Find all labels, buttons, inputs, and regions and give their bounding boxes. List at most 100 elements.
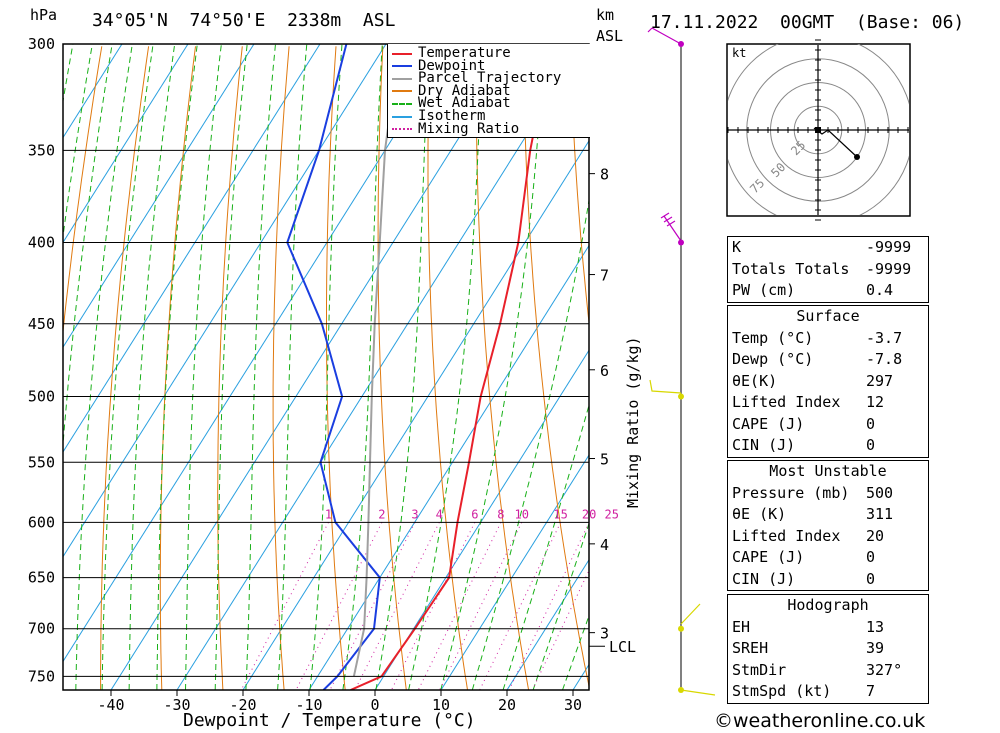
mu-row-cin: CIN (J) 0 <box>732 569 876 588</box>
isotherm-line <box>110 44 519 690</box>
mixing-ratio-label: 25 <box>605 507 619 521</box>
legend-item: Dewpoint <box>392 57 486 74</box>
surface-table: Surface Temp (°C) -3.7 Dewp (°C) -7.8 θE(K… <box>727 305 929 458</box>
x-tick-label: -20 <box>229 696 256 714</box>
pressure-tick-label: 500 <box>28 388 55 406</box>
pressure-tick-label: 700 <box>28 620 55 638</box>
legend-swatch <box>392 77 412 80</box>
hodo-row-eh: EH 13 <box>732 617 885 636</box>
most-unstable-table: Most Unstable Pressure (mb) 500 θE (K) 311… <box>727 460 929 591</box>
mixing-ratio-line <box>508 522 589 690</box>
wet-adiabat-line <box>75 44 133 690</box>
isotherm-line <box>63 44 255 349</box>
dry-adiabat-line <box>522 46 589 690</box>
mixing-ratio-line <box>390 522 476 690</box>
parcel-trajectory <box>352 44 401 677</box>
legend-item: Wet Adiabat <box>392 95 511 112</box>
mixing-ratio-line <box>295 522 383 690</box>
mixing-ratio-label: 8 <box>497 507 504 521</box>
height-unit-asl: ASL <box>596 27 624 45</box>
x-tick-label: 10 <box>432 696 450 714</box>
surface-row-li: Lifted Index 12 <box>732 393 885 411</box>
surface-row-cape: CAPE (J) 0 <box>732 414 876 433</box>
pressure-unit-label: hPa <box>30 6 58 24</box>
mixing-ratio-label: 20 <box>582 507 596 521</box>
wet-adiabat-line <box>277 44 308 690</box>
legend-label: Wet Adiabat <box>418 95 511 112</box>
hodo-row-sreh: SREH 39 <box>732 639 885 657</box>
wet-adiabat-line <box>156 44 198 690</box>
mixing-ratio-label: 6 <box>471 507 478 521</box>
hodograph-unit: kt <box>732 46 747 60</box>
mixing-ratio-label: 10 <box>514 507 528 521</box>
dry-adiabat-line <box>377 46 407 690</box>
km-tick-label: 7 <box>600 267 609 285</box>
mu-row-thetae: θE (K) 311 <box>732 505 894 523</box>
dry-adiabat-line <box>159 46 196 690</box>
dry-adiabat-line <box>569 46 589 327</box>
hodograph-table: Hodograph EH 13 SREH 39 StmDir 327° StmSpd … <box>727 594 929 704</box>
legend-label: Parcel Trajectory <box>418 70 562 87</box>
wet-adiabat-line <box>342 44 383 690</box>
legend-item: Isotherm <box>392 109 485 123</box>
wet-adiabat-line <box>101 44 154 690</box>
wind-level-marker <box>678 625 684 632</box>
index-row-pw: PW (cm) 0.4 <box>732 281 894 299</box>
wet-adiabat-line <box>309 44 343 690</box>
mixing-ratio-label: 1 <box>325 507 332 521</box>
pressure-tick-label: 400 <box>28 234 55 252</box>
x-tick-label: 30 <box>564 696 582 714</box>
hodograph-title: Hodograph <box>787 596 869 614</box>
plot-frame <box>62 43 590 691</box>
index-row-totals: Totals Totals -9999 <box>732 259 912 278</box>
pressure-tick-label: 450 <box>28 315 55 333</box>
dry-adiabat-line <box>992 46 1000 690</box>
wind-barb <box>647 27 682 45</box>
legend-label: Temperature <box>418 45 511 61</box>
x-tick-label: 20 <box>498 696 516 714</box>
surface-row-temp: Temp (°C) -3.7 <box>732 328 903 347</box>
height-unit-km: km <box>596 6 615 24</box>
x-axis-title: Dewpoint / Temperature (°C) <box>183 710 476 731</box>
legend-label: Dry Adiabat <box>418 82 511 99</box>
datetime-title: 17.11.2022 00GMT (Base: 06) <box>650 12 965 33</box>
dry-adiabat-line <box>100 46 150 690</box>
isotherm-line <box>308 244 589 690</box>
x-tick-label: 0 <box>370 696 379 714</box>
x-tick-label: -30 <box>163 696 190 714</box>
location-title: 34°05'N 74°50'E 2338m ASL <box>92 10 396 31</box>
legend-swatch <box>392 52 412 55</box>
x-tick-label: -40 <box>97 696 124 714</box>
legend-label: Mixing Ratio <box>418 120 520 137</box>
credit-link[interactable]: ©weatheronline.co.uk <box>714 710 926 732</box>
legend-item: Parcel Trajectory <box>392 70 562 87</box>
index-row-k: K -9999 <box>732 238 912 256</box>
mixing-ratio-label: 15 <box>553 507 567 521</box>
wind-barb <box>680 603 701 625</box>
pressure-tick-label: 650 <box>28 569 55 587</box>
pressure-tick-label: 550 <box>28 453 55 471</box>
km-tick-label: 8 <box>600 166 609 184</box>
legend-label: Dewpoint <box>418 57 486 74</box>
legend-swatch <box>392 102 412 105</box>
isotherm-line <box>63 44 189 244</box>
km-tick-label: 4 <box>600 536 609 554</box>
wet-adiabat-line <box>408 44 484 690</box>
x-tick-label: -10 <box>295 696 322 714</box>
mu-row-cape: CAPE (J) 0 <box>732 548 876 566</box>
dry-adiabat-line <box>326 46 346 690</box>
wind-level-marker <box>678 393 684 400</box>
mixing-ratio-label: 2 <box>378 507 385 521</box>
lcl-label: LCL <box>609 638 636 656</box>
mixing-ratio-line <box>479 522 562 690</box>
legend-item: Mixing Ratio <box>392 120 520 137</box>
dry-adiabat-line <box>427 46 468 690</box>
wet-adiabat-line <box>245 44 276 690</box>
chart-legend: Temperature Dewpoint Parcel Trajectory Dry … <box>387 44 590 138</box>
legend-item: Dry Adiabat <box>392 82 511 99</box>
pressure-tick-label: 600 <box>28 513 55 531</box>
wet-adiabat-line <box>185 44 222 690</box>
isotherm-line <box>63 44 453 663</box>
mixing-ratio-line <box>439 522 523 690</box>
